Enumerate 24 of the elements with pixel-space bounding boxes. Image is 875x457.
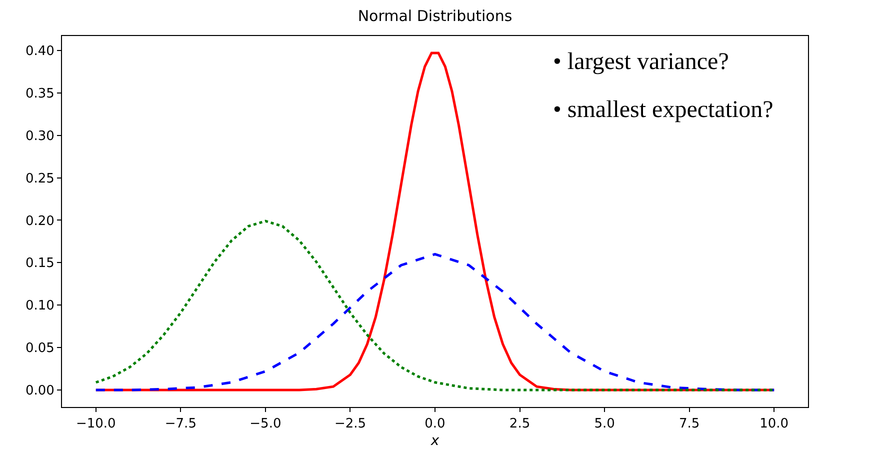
y-tick-label: 0.00 xyxy=(25,384,54,399)
x-tick-label: 0.0 xyxy=(424,416,446,432)
y-tick-label: 0.20 xyxy=(25,214,54,229)
x-tick-label: −7.5 xyxy=(164,416,196,432)
x-tick-label: −2.5 xyxy=(334,416,366,432)
x-axis-title: x xyxy=(430,432,440,449)
y-tick-label: 0.15 xyxy=(25,256,54,272)
annotation: • largest variance? xyxy=(553,49,729,75)
x-tick-label: −5.0 xyxy=(250,416,282,432)
y-tick-label: 0.10 xyxy=(25,298,54,314)
annotation: • smallest expectation? xyxy=(553,97,774,123)
x-tick-label: 10.0 xyxy=(760,416,789,432)
y-tick-label: 0.40 xyxy=(25,44,54,59)
x-tick-label: −10.0 xyxy=(76,416,116,432)
line-series xyxy=(94,220,776,392)
x-tick-label: 2.5 xyxy=(509,416,530,432)
y-tick-label: 0.05 xyxy=(25,341,54,356)
y-tick-label: 0.35 xyxy=(25,86,54,102)
x-tick-label: 5.0 xyxy=(594,416,615,432)
y-tick-label: 0.30 xyxy=(25,128,54,144)
x-tick-label: 7.5 xyxy=(678,416,700,432)
line-series xyxy=(94,252,776,392)
chart-title: Normal Distributions xyxy=(358,7,512,26)
y-tick-label: 0.25 xyxy=(25,171,54,186)
